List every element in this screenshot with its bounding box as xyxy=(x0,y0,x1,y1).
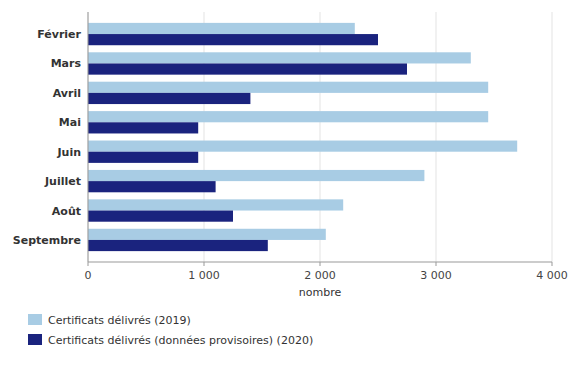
bar xyxy=(88,93,250,104)
bar xyxy=(88,63,407,74)
legend-swatch xyxy=(28,314,42,325)
category-label: Septembre xyxy=(13,234,81,247)
grid-line xyxy=(436,12,437,262)
legend-label: Certificats délivrés (données provisoire… xyxy=(48,334,313,347)
category-label: Mars xyxy=(51,57,82,70)
category-label: Juillet xyxy=(44,175,81,188)
grid-line xyxy=(552,12,553,262)
category-label: Mai xyxy=(59,116,81,129)
tick-mark xyxy=(320,262,321,266)
legend-label: Certificats délivrés (2019) xyxy=(48,314,191,327)
bar xyxy=(88,34,378,45)
chart-svg: 0 1 000 2 000 3 000 4 000 Septembre Août Juille… xyxy=(0,0,580,370)
bar xyxy=(88,211,233,222)
bar xyxy=(88,152,198,163)
grid-line xyxy=(88,12,89,262)
category-label: Juin xyxy=(56,146,81,159)
grid-line xyxy=(320,12,321,262)
tick-mark xyxy=(436,262,437,266)
legend: Certificats délivrés (2019) Certificats d… xyxy=(28,314,313,347)
bar xyxy=(88,111,488,122)
bar xyxy=(88,181,216,192)
grid-line xyxy=(204,12,205,262)
tick-label: 3 000 xyxy=(420,269,452,282)
legend-swatch xyxy=(28,334,42,345)
grid xyxy=(88,12,552,262)
tick-label: 2 000 xyxy=(304,269,336,282)
x-ticks: 0 1 000 2 000 3 000 4 000 xyxy=(85,262,568,282)
bar xyxy=(88,170,424,181)
y-axis-line xyxy=(88,12,89,262)
bar xyxy=(88,199,343,210)
tick-mark xyxy=(204,262,205,266)
bar xyxy=(88,52,471,63)
tick-label: 0 xyxy=(85,269,92,282)
x-axis-line xyxy=(88,262,552,263)
bar xyxy=(88,229,326,240)
tick-label: 1 000 xyxy=(188,269,220,282)
category-label: Février xyxy=(37,28,81,41)
bar xyxy=(88,240,268,251)
x-axis-label: nombre xyxy=(299,286,342,299)
tick-mark xyxy=(552,262,553,266)
category-label: Avril xyxy=(53,87,81,100)
bar xyxy=(88,23,355,34)
category-label: Août xyxy=(52,205,81,218)
chart-container: 0 1 000 2 000 3 000 4 000 Septembre Août Juille… xyxy=(0,0,580,370)
bar xyxy=(88,82,488,93)
tick-label: 4 000 xyxy=(536,269,568,282)
bar xyxy=(88,141,517,152)
tick-mark xyxy=(88,262,89,266)
y-labels: Septembre Août Juillet Juin Mai Avril Mars Févr… xyxy=(13,28,82,247)
bar xyxy=(88,122,198,133)
bars xyxy=(88,23,517,251)
